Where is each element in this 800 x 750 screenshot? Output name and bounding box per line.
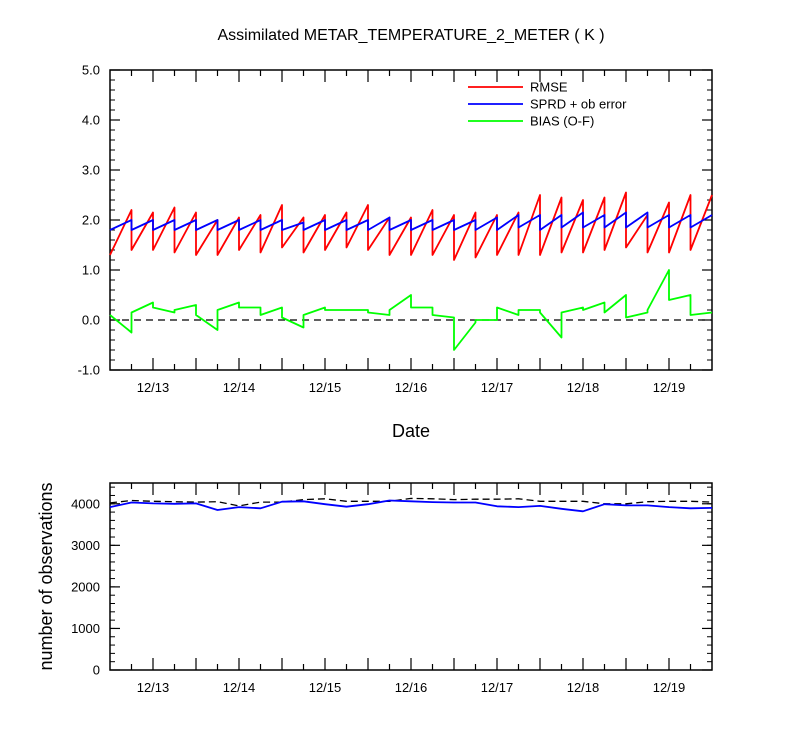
x-tick-label: 12/18 [567, 380, 600, 395]
x-tick-label: 12/15 [309, 680, 342, 695]
x-tick-label: 12/14 [223, 380, 256, 395]
x-tick-label: 12/15 [309, 380, 342, 395]
x-tick-label: 12/19 [653, 680, 686, 695]
y-tick-label: 3000 [71, 538, 100, 553]
y-tick-label: 2000 [71, 579, 100, 594]
x-tick-label: 12/18 [567, 680, 600, 695]
top-panel: 12/13 12/14 12/15 12/16 12/17 12/18 12/19 5.0 4.… [78, 27, 713, 441]
y-tick-label: 1.0 [82, 263, 100, 278]
series-line-bias-o-f- [109, 269, 713, 351]
y-tick-label: 0 [93, 663, 100, 678]
plot-frame [109, 482, 713, 671]
x-tick-label: 12/17 [481, 680, 514, 695]
x-tick-label: 12/16 [395, 680, 428, 695]
chart-title: Assimilated METAR_TEMPERATURE_2_METER ( … [217, 27, 604, 44]
y-tick-label: -1.0 [78, 363, 100, 378]
y-tick-label: 2.0 [82, 213, 100, 228]
y-tick-label: 3.0 [82, 163, 100, 178]
legend-label: SPRD + ob error [530, 97, 627, 112]
x-tick-label: 12/13 [137, 680, 170, 695]
bottom-panel: 12/13 12/14 12/15 12/16 12/17 12/18 12/19 0 1000… [36, 482, 713, 695]
y-tick-label: 4.0 [82, 113, 100, 128]
x-tick-label: 12/16 [395, 380, 428, 395]
x-tick-label: 12/17 [481, 380, 514, 395]
x-tick-label: 12/14 [223, 680, 256, 695]
legend-label: RMSE [530, 80, 568, 95]
x-tick-label: 12/13 [137, 380, 170, 395]
legend-label: BIAS (O-F) [530, 114, 594, 129]
y-axis-label: number of observations [36, 482, 56, 670]
x-axis-label: Date [392, 421, 430, 441]
series-line-observations-available [109, 497, 713, 507]
y-tick-label: 0.0 [82, 313, 100, 328]
x-tick-label: 12/19 [653, 380, 686, 395]
y-tick-label: 5.0 [82, 63, 100, 78]
series-line-observations-assimilated [109, 499, 713, 513]
series-line-sprd-ob-error [109, 211, 713, 231]
y-tick-label: 4000 [71, 496, 100, 511]
y-tick-label: 1000 [71, 621, 100, 636]
